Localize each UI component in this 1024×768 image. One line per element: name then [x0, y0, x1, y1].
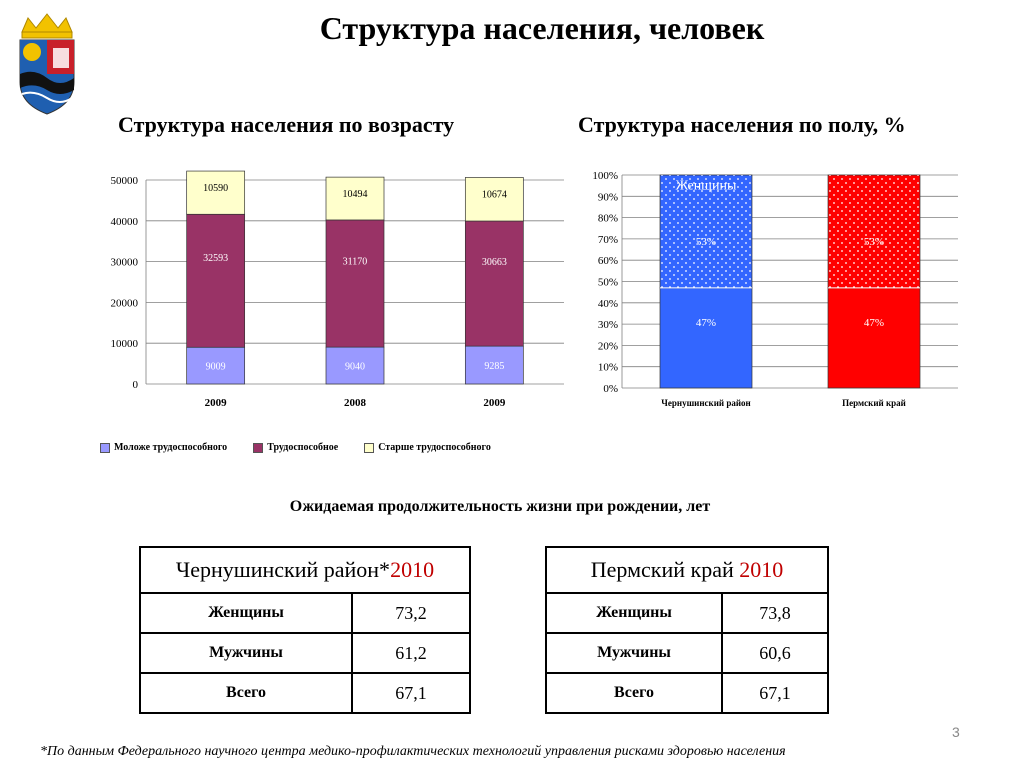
- legend-swatch-young: [100, 442, 110, 453]
- bar-segment: [325, 346, 385, 385]
- row-value: 73,8: [721, 592, 829, 634]
- x-tick-label: 2009: [205, 397, 228, 409]
- page-title: Структура населения, человек: [319, 10, 765, 46]
- legend-label-old: Старше трудоспособного: [378, 442, 491, 453]
- legend-label-young: Моложе трудоспособного: [114, 442, 228, 453]
- legend-swatch-working: [253, 442, 264, 453]
- bar-segment: [325, 219, 385, 348]
- data-label: 31170: [343, 257, 368, 268]
- table-header-year: 2010: [390, 557, 435, 582]
- bar-segment: [186, 170, 246, 215]
- row-value: 61,2: [351, 632, 471, 674]
- legend-item-working: Трудоспособное: [253, 442, 338, 453]
- row-value: 67,1: [721, 672, 829, 714]
- y-tick-label: 50%: [598, 277, 618, 289]
- bar-segment: [464, 220, 524, 347]
- legend-swatch-old: [364, 442, 375, 453]
- bar-segment: [186, 213, 246, 348]
- data-label: 9040: [345, 362, 365, 373]
- row-value: 73,2: [351, 592, 471, 634]
- y-tick-label: 0: [133, 379, 139, 391]
- y-tick-label: 80%: [598, 213, 618, 225]
- row-label: Всего: [545, 672, 723, 714]
- sex-structure-chart: 0% 10% 20% 30% 40% 50% 60% 70% 80% 90% 100% 47% 53% Ч…: [592, 170, 958, 408]
- data-label: 53%: [864, 236, 884, 248]
- bar-segment: [464, 177, 524, 222]
- bar-segment: [186, 346, 246, 385]
- bar-segment: [464, 345, 524, 385]
- footnote: *По данным Федерального научного центра …: [40, 744, 786, 759]
- y-tick-label: 40%: [598, 298, 618, 310]
- series-label: Женщины: [676, 179, 737, 194]
- y-tick-label: 40000: [111, 216, 139, 228]
- y-tick-label: 50000: [111, 175, 139, 187]
- bar-segment: [659, 287, 753, 389]
- y-tick-label: 30%: [598, 319, 618, 331]
- age-chart-title: Структура населения по возрасту: [118, 112, 455, 137]
- data-label: 10590: [203, 183, 228, 194]
- bar-segment-pattern: [660, 175, 752, 288]
- y-tick-label: 30000: [111, 257, 139, 269]
- y-tick-label: 0%: [603, 383, 618, 395]
- row-value: 67,1: [351, 672, 471, 714]
- row-label: Всего: [139, 672, 353, 714]
- y-tick-label: 90%: [598, 191, 618, 203]
- y-tick-label: 10000: [111, 338, 139, 350]
- table-header-text: Чернушинский район*: [175, 557, 391, 582]
- row-value: 60,6: [721, 632, 829, 674]
- life-expectancy-title: Ожидаемая продолжительность жизни при ро…: [289, 498, 711, 515]
- legend-item-young: Моложе трудоспособного: [100, 442, 227, 453]
- data-label: 10494: [343, 189, 368, 200]
- row-label: Женщины: [139, 592, 353, 634]
- table-header: Пермский край 2010: [545, 546, 829, 594]
- y-tick-label: 20000: [111, 297, 139, 309]
- data-label: 9285: [484, 361, 504, 372]
- x-tick-label: Пермский край: [842, 398, 906, 408]
- x-tick-label: Чернушинский район: [661, 398, 750, 408]
- bar-segment: [325, 176, 385, 221]
- data-label: 47%: [696, 317, 716, 329]
- data-label: 32593: [203, 253, 228, 264]
- age-structure-chart: 0 10000 20000 30000 40000 50000 9009 32593 10590…: [111, 170, 564, 409]
- row-label: Женщины: [545, 592, 723, 634]
- y-tick-label: 60%: [598, 255, 618, 267]
- bar-segment: [827, 287, 921, 389]
- y-tick-label: 70%: [598, 234, 618, 246]
- data-label: 30663: [482, 257, 507, 268]
- y-tick-label: 100%: [592, 170, 618, 182]
- bar-segment-pattern: [828, 175, 920, 288]
- age-chart-legend: Моложе трудоспособного Трудоспособное Ст…: [100, 442, 491, 453]
- y-tick-label: 10%: [598, 362, 618, 374]
- table-row: Всего 67,1: [139, 672, 471, 714]
- table-row: Мужчины 61,2: [139, 632, 471, 674]
- table-row: Всего 67,1: [545, 672, 829, 714]
- table-row: Женщины 73,8: [545, 592, 829, 634]
- data-label: 53%: [696, 236, 716, 248]
- legend-item-old: Старше трудоспособного: [364, 442, 491, 453]
- table-row: Женщины 73,2: [139, 592, 471, 634]
- life-expectancy-table-district: Чернушинский район*2010 Женщины 73,2 Муж…: [139, 546, 471, 714]
- table-row: Мужчины 60,6: [545, 632, 829, 674]
- table-header-year: 2010: [739, 557, 784, 582]
- table-header-text: Пермский край: [590, 557, 740, 582]
- y-tick-label: 20%: [598, 340, 618, 352]
- life-expectancy-table-krai: Пермский край 2010 Женщины 73,8 Мужчины …: [545, 546, 829, 714]
- sex-chart-title: Структура населения по полу, %: [578, 112, 906, 137]
- legend-label-working: Трудоспособное: [267, 442, 339, 453]
- page-number: 3: [952, 724, 960, 740]
- x-tick-label: 2008: [344, 397, 367, 409]
- coat-of-arms-icon: [19, 13, 75, 115]
- data-label: 10674: [482, 189, 507, 200]
- table-header: Чернушинский район*2010: [139, 546, 471, 594]
- data-label: 47%: [864, 317, 884, 329]
- data-label: 9009: [206, 362, 226, 373]
- x-tick-label: 2009: [483, 397, 506, 409]
- row-label: Мужчины: [139, 632, 353, 674]
- row-label: Мужчины: [545, 632, 723, 674]
